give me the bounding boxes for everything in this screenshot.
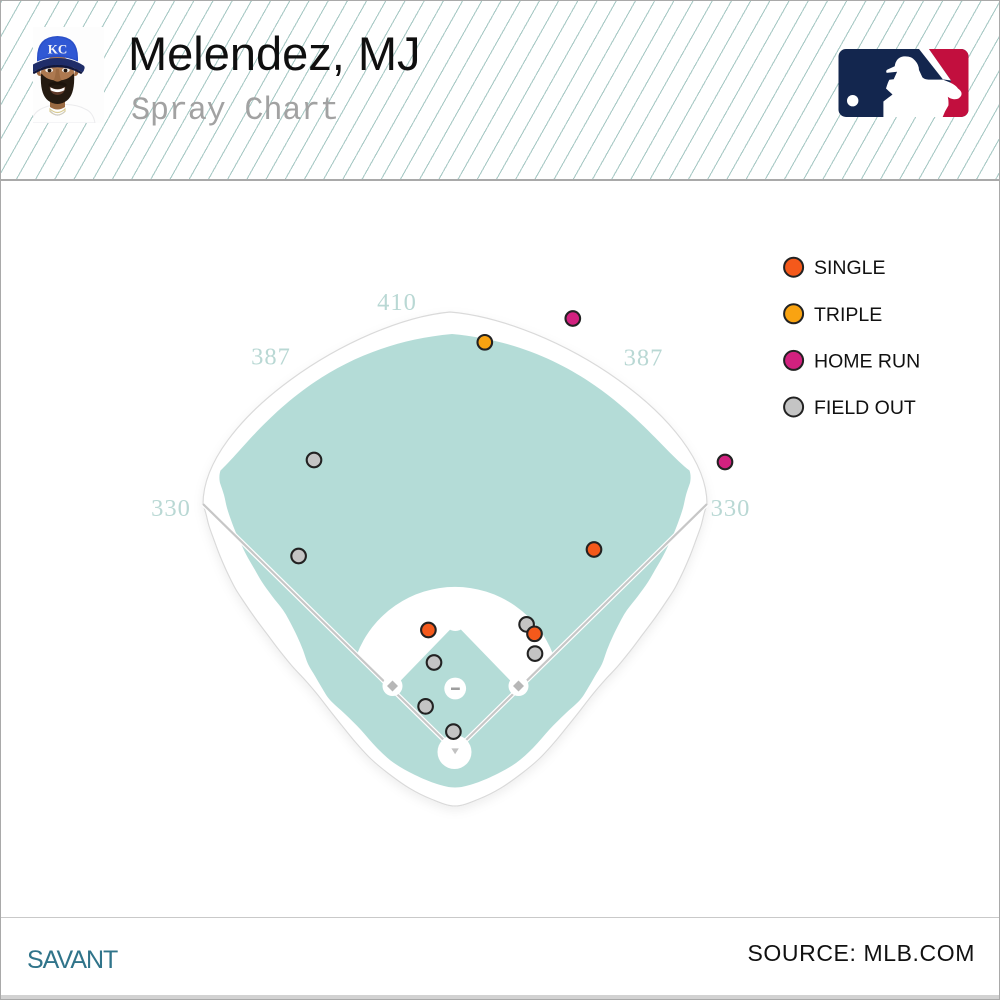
svg-text:TRIPLE: TRIPLE: [814, 304, 882, 326]
svg-text:387: 387: [624, 345, 664, 372]
svg-text:HOME RUN: HOME RUN: [814, 350, 920, 372]
svg-text:410: 410: [377, 289, 417, 316]
svg-text:330: 330: [711, 495, 751, 522]
svg-text:FIELD OUT: FIELD OUT: [814, 397, 916, 419]
svg-text:KC: KC: [48, 42, 68, 57]
svg-text:330: 330: [151, 495, 191, 522]
svg-text:SINGLE: SINGLE: [814, 257, 886, 279]
svg-text:387: 387: [251, 344, 291, 371]
